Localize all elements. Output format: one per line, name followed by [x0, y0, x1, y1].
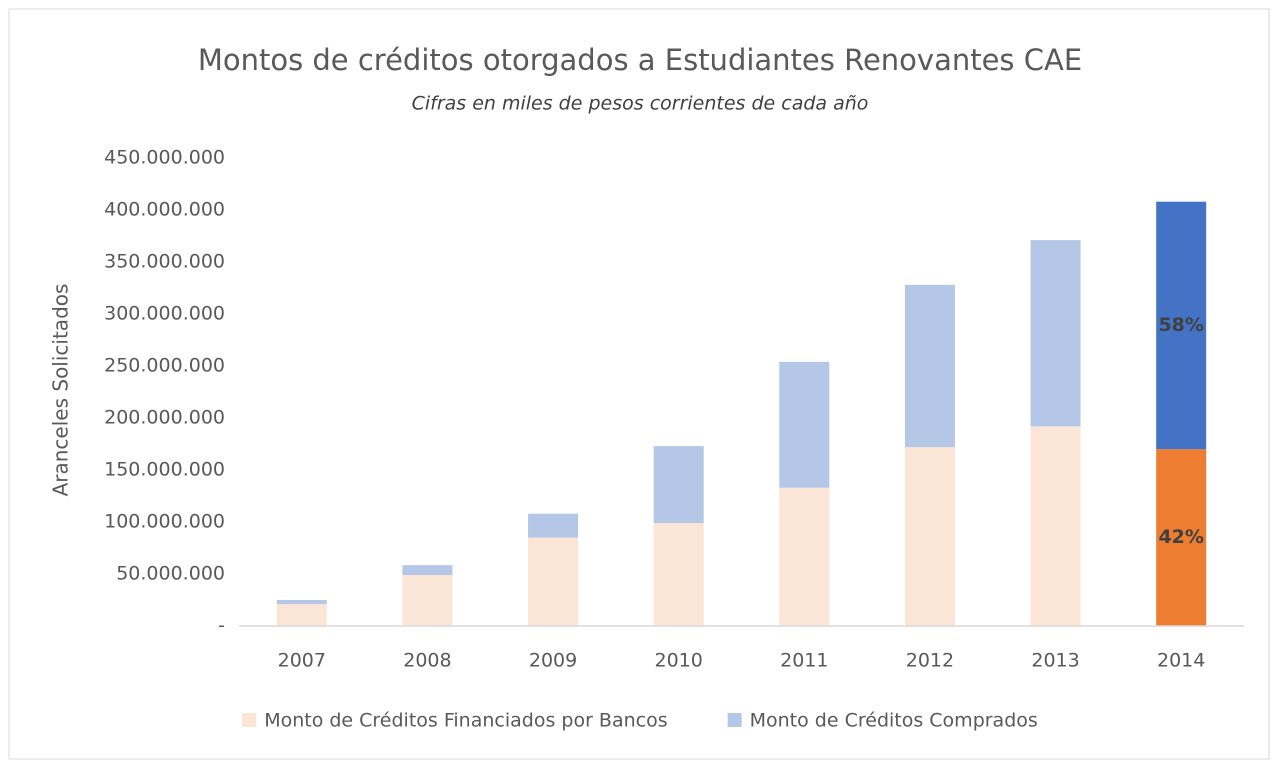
y-tick-label: 100.000.000 — [104, 511, 225, 533]
x-tick-label: 2011 — [780, 650, 828, 672]
bar-segment — [904, 284, 955, 448]
bar-segment — [653, 446, 704, 524]
y-axis-title: Aranceles Solicitados — [49, 284, 73, 497]
legend-swatch — [242, 713, 257, 727]
bar-segment — [528, 513, 579, 538]
chart-subtitle: Cifras en miles de pesos corrientes de c… — [412, 93, 869, 115]
bar-segment — [1030, 240, 1081, 427]
bar-segment — [1156, 449, 1207, 626]
data-label: 58% — [1158, 314, 1203, 336]
x-tick-label: 2010 — [655, 650, 703, 672]
data-label: 42% — [1158, 526, 1203, 548]
bar-segment — [276, 604, 327, 626]
y-tick-label: 50.000.000 — [116, 563, 225, 585]
bar-segment — [779, 361, 830, 488]
legend-label: Monto de Créditos Comprados — [750, 710, 1038, 732]
x-tick-label: 2013 — [1031, 650, 1079, 672]
bar-segment — [653, 523, 704, 626]
bar-segment — [276, 600, 327, 605]
y-tick-label: 300.000.000 — [104, 303, 225, 325]
y-tick-label: - — [218, 615, 225, 637]
bar-segment — [1156, 201, 1207, 450]
y-tick-label: 200.000.000 — [104, 407, 225, 429]
x-tick-label: 2007 — [278, 650, 326, 672]
bar-segment — [904, 447, 955, 626]
bar-segment — [528, 537, 579, 626]
y-tick-label: 150.000.000 — [104, 459, 225, 481]
y-tick-label: 350.000.000 — [104, 251, 225, 273]
y-tick-label: 400.000.000 — [104, 199, 225, 221]
x-tick-label: 2014 — [1157, 650, 1205, 672]
bar-segment — [402, 575, 453, 626]
x-tick-label: 2012 — [906, 650, 954, 672]
bar-segment — [402, 565, 453, 576]
bar-segment — [779, 487, 830, 626]
x-tick-label: 2008 — [403, 650, 451, 672]
y-tick-label: 250.000.000 — [104, 355, 225, 377]
bar-segment — [1030, 426, 1081, 626]
y-tick-label: 450.000.000 — [104, 147, 225, 169]
legend-swatch — [727, 713, 742, 727]
chart-title: Montos de créditos otorgados a Estudiant… — [198, 43, 1082, 77]
legend-label: Monto de Créditos Financiados por Bancos — [264, 710, 667, 732]
x-tick-label: 2009 — [529, 650, 577, 672]
